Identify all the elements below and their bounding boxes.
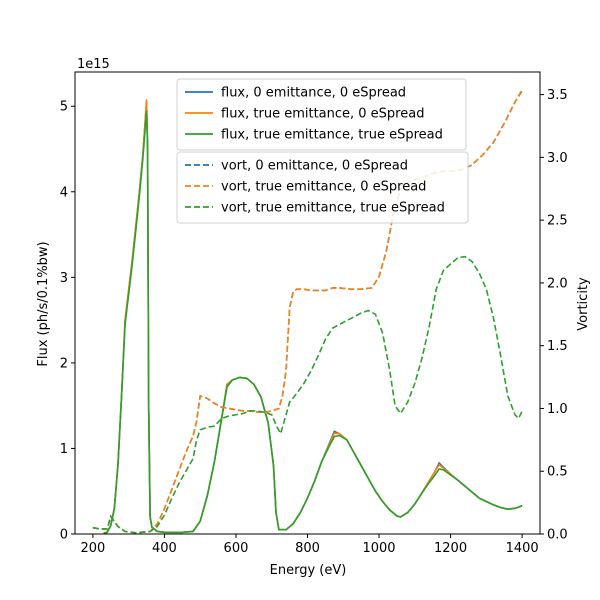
x-tick-label: 800	[295, 541, 320, 556]
right-tick-label: 1.5	[547, 339, 568, 354]
right-tick-label: 2.0	[547, 276, 568, 291]
legend-flux-entry-label: flux, 0 emittance, 0 eSpread	[221, 86, 406, 101]
x-tick-label: 1400	[506, 541, 539, 556]
vorticity-lines	[92, 89, 523, 534]
legend-vorticity: vort, 0 emittance, 0 eSpread vort, true e…	[176, 151, 469, 224]
legend-flux-entry-label: flux, true emittance, 0 eSpread	[221, 107, 424, 122]
x-axis-label: Energy (eV)	[270, 563, 347, 578]
legend-vort-entry-label: vort, true emittance, true eSpread	[221, 201, 445, 216]
x-tick-label: 1000	[362, 541, 395, 556]
x-tick-label: 400	[152, 541, 177, 556]
left-tick-label: 2	[60, 356, 68, 371]
x-tick-label: 1200	[434, 541, 467, 556]
legend-flux-entry-label: flux, true emittance, true eSpread	[221, 128, 443, 143]
x-axis-ticks: 200 400 600 800 1000 1200 1400	[80, 534, 539, 556]
flux-series-line-2	[103, 110, 523, 534]
left-tick-label: 1	[60, 442, 68, 457]
vorticity-series-line-1	[92, 89, 523, 534]
right-tick-label: 3.0	[547, 151, 568, 166]
legend-vort-entry-label: vort, true emittance, 0 eSpread	[221, 180, 426, 195]
right-tick-label: 0.0	[547, 528, 568, 543]
vorticity-series-line-2	[92, 255, 523, 534]
legend-vort-entry-box	[176, 151, 469, 224]
right-axis-label: Vorticity	[576, 277, 591, 331]
left-axis-ticks: 0 1 2 3 4 5	[60, 100, 75, 543]
x-tick-label: 600	[224, 541, 249, 556]
left-tick-label: 5	[60, 100, 68, 115]
left-axis-offset-label: 1e15	[77, 57, 110, 72]
right-axis-ticks: 0.0 0.5 1.0 1.5 2.0 2.5 3.0 3.5	[540, 88, 568, 543]
flux-lines	[103, 99, 523, 534]
legend-flux-entry-box	[176, 78, 467, 151]
left-tick-label: 3	[60, 271, 68, 286]
right-tick-label: 3.5	[547, 88, 568, 103]
legend-flux: flux, 0 emittance, 0 eSpread flux, true e…	[176, 78, 467, 151]
left-axis-label: Flux (ph/s/0.1%bw)	[36, 241, 51, 366]
left-tick-label: 4	[60, 185, 68, 200]
right-tick-label: 2.5	[547, 214, 568, 229]
x-tick-label: 200	[80, 541, 105, 556]
right-tick-label: 0.5	[547, 465, 568, 480]
legend-vort-entry-label: vort, 0 emittance, 0 eSpread	[221, 159, 408, 174]
left-tick-label: 0	[60, 528, 68, 543]
right-tick-label: 1.0	[547, 402, 568, 417]
